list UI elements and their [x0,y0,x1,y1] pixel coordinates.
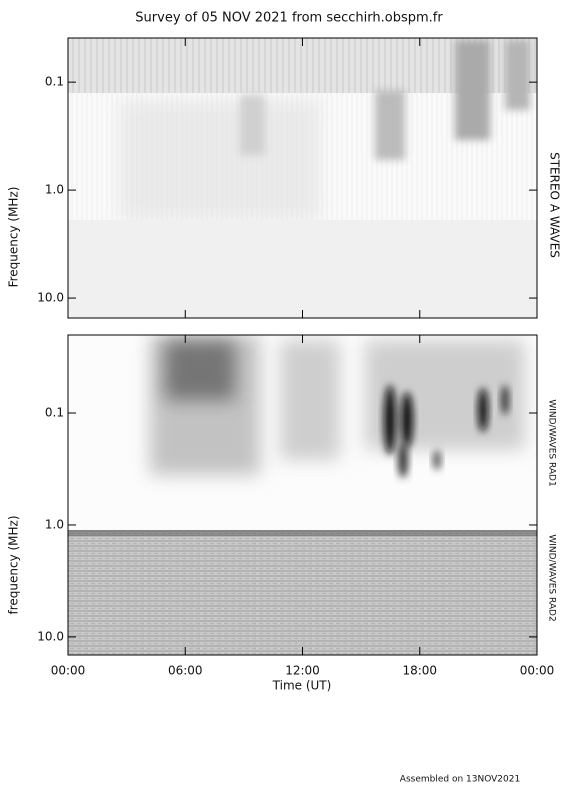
y-tick-label: 10.0 [37,629,64,643]
y-tick-label: 0.1 [45,406,64,420]
spectrogram-image [68,335,537,655]
x-tick-label: 00:00 [520,664,555,678]
footer: Assembled on 13NOV2021 [400,775,520,785]
x-tick-label: 18:00 [402,664,437,678]
y-tick-label: 0.1 [45,75,64,89]
y-tick-label: 1.0 [45,183,64,197]
panel-label: STEREO A WAVES [548,152,562,258]
x-tick-label: 06:00 [168,664,203,678]
chart-title: Survey of 05 NOV 2021 from secchirh.obsp… [135,11,443,26]
spectrogram-image [68,38,537,318]
y-axis-label: Frequency (MHz) [7,187,21,288]
x-tick-label: 00:00 [51,664,86,678]
y-tick-label: 1.0 [45,517,64,531]
y-axis-label: frequency (MHz) [7,515,21,614]
y-tick-label: 10.0 [37,291,64,305]
panel-label: WIND/WAVES RAD1 [547,399,557,486]
panel-label: WIND/WAVES RAD2 [547,534,557,621]
x-tick-label: 12:00 [285,664,320,678]
x-axis-label: Time (UT) [272,679,332,693]
